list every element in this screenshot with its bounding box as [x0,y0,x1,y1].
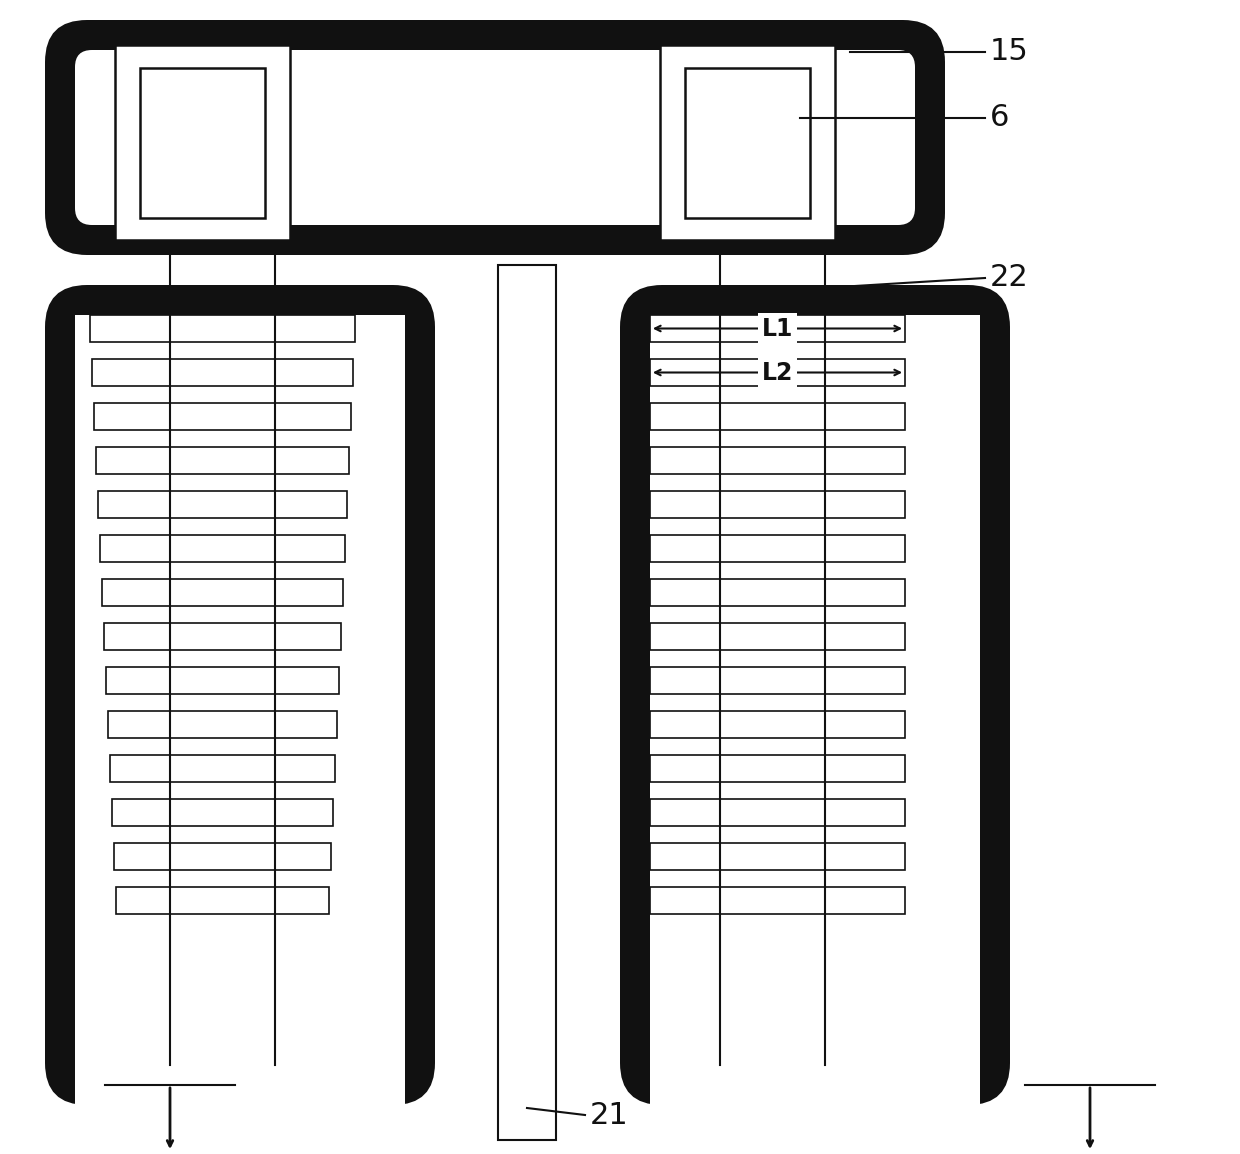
Bar [650,711,905,739]
FancyBboxPatch shape [650,315,980,1106]
FancyBboxPatch shape [74,50,915,225]
Bar [650,359,905,385]
Bar [95,447,348,474]
Bar [650,667,905,694]
FancyBboxPatch shape [620,285,1011,1106]
Text: L2: L2 [761,360,794,384]
Bar [117,887,329,914]
Bar [650,755,905,782]
Bar [650,535,905,562]
Bar [74,315,405,1154]
Bar [650,315,905,342]
Text: 21: 21 [590,1101,629,1130]
Bar [684,68,810,218]
Bar [140,68,265,218]
Bar [91,315,355,342]
Text: 22: 22 [990,263,1029,292]
Bar [94,403,351,430]
Bar [108,711,337,739]
Bar [650,623,905,650]
FancyBboxPatch shape [45,285,435,1106]
Bar [650,799,905,826]
Bar [660,45,835,240]
Bar [104,623,341,650]
Bar [115,45,290,240]
Bar [650,315,980,1154]
Bar [650,490,905,518]
Text: 15: 15 [990,37,1029,67]
Bar [102,579,343,606]
FancyBboxPatch shape [45,20,945,255]
Bar [105,667,339,694]
Bar [498,265,556,1140]
Bar [650,887,905,914]
Bar [110,755,335,782]
Bar [112,799,334,826]
Bar [92,359,353,385]
Bar [650,447,905,474]
Bar [100,535,345,562]
FancyBboxPatch shape [74,315,405,1106]
Text: L1: L1 [761,316,794,340]
Bar [650,844,905,870]
Bar [98,490,347,518]
Bar [114,844,331,870]
Bar [650,403,905,430]
Text: 6: 6 [990,104,1009,133]
Bar [650,579,905,606]
